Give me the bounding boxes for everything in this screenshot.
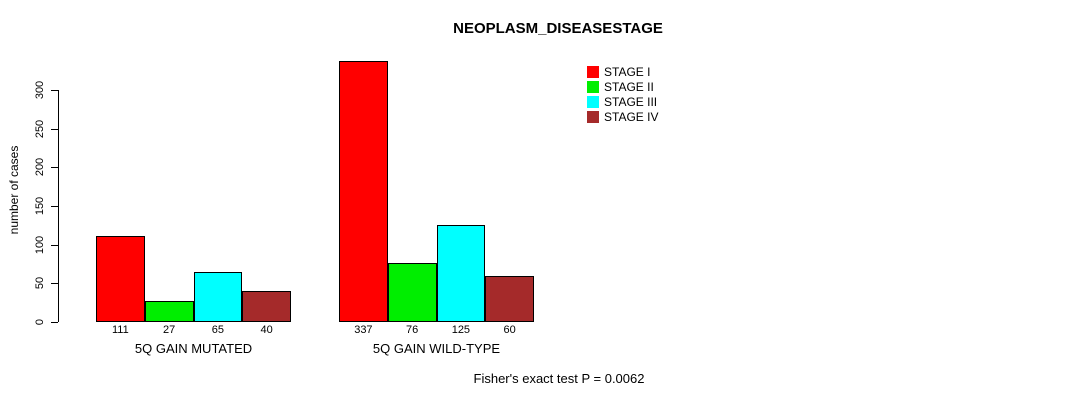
y-axis-title: number of cases: [7, 145, 21, 235]
y-axis-tick: [51, 283, 58, 285]
legend-label: STAGE I: [604, 65, 651, 79]
bar-value-label: 76: [406, 324, 419, 336]
bar-value-label: 40: [260, 324, 273, 336]
y-axis-tick: [51, 167, 58, 169]
bar-stage-i-5q-gain-mutated: [96, 236, 145, 322]
y-axis-tick-label: 0: [34, 318, 46, 326]
legend-label: STAGE II: [604, 80, 654, 94]
bar-value-label: 60: [503, 324, 516, 336]
legend-label: STAGE IV: [604, 110, 659, 124]
y-axis-tick-label: 300: [34, 80, 46, 100]
y-axis-tick: [51, 90, 58, 91]
bar-value-label: 337: [354, 324, 373, 336]
y-axis-tick-label: 150: [34, 196, 46, 216]
y-axis-tick-label: 200: [34, 158, 46, 177]
bar-stage-ii-5q-gain-wild-type: [387, 263, 437, 322]
y-axis-tick: [51, 128, 58, 130]
legend-item-stage-i: STAGE I: [587, 66, 658, 78]
y-axis-tick-label: 100: [34, 235, 46, 254]
legend-swatch-stage-iv: [587, 111, 599, 123]
bar-stage-i-5q-gain-wild-type: [339, 61, 388, 322]
bar-stage-iii-5q-gain-wild-type: [436, 225, 486, 322]
chart-title: NEOPLASM_DISEASESTAGE: [453, 20, 663, 37]
y-axis-tick-label: 250: [34, 119, 46, 138]
y-axis-tick-label: 50: [34, 277, 46, 290]
bar-stage-iii-5q-gain-mutated: [193, 271, 243, 322]
legend-item-stage-iii: STAGE III: [587, 96, 658, 108]
y-axis-tick: [51, 206, 58, 207]
bar-value-label: 125: [451, 324, 471, 336]
annotation-text: Fisher's exact test P = 0.0062: [473, 371, 645, 386]
bar-value-label: 111: [112, 324, 129, 336]
legend-label: STAGE III: [604, 95, 658, 109]
legend-item-stage-iv: STAGE IV: [587, 111, 658, 123]
x-category-label-5q-gain-wild-type: 5Q GAIN WILD-TYPE: [372, 341, 501, 356]
legend-swatch-stage-iii: [587, 96, 599, 108]
bar-stage-iv-5q-gain-mutated: [242, 291, 291, 322]
x-category-label-5q-gain-mutated: 5Q GAIN MUTATED: [134, 341, 253, 356]
y-axis-tick: [51, 244, 58, 246]
bar-stage-iv-5q-gain-wild-type: [485, 275, 534, 322]
bar-value-label: 65: [211, 324, 224, 336]
legend-item-stage-ii: STAGE II: [587, 81, 658, 93]
bar-stage-ii-5q-gain-mutated: [144, 301, 194, 322]
legend-swatch-stage-ii: [587, 81, 599, 93]
legend-swatch-stage-i: [587, 66, 599, 78]
y-axis-tick: [51, 322, 58, 323]
bar-value-label: 27: [163, 324, 176, 336]
legend: STAGE I STAGE II STAGE III STAGE IV: [587, 66, 658, 126]
y-axis-line: [58, 90, 59, 322]
